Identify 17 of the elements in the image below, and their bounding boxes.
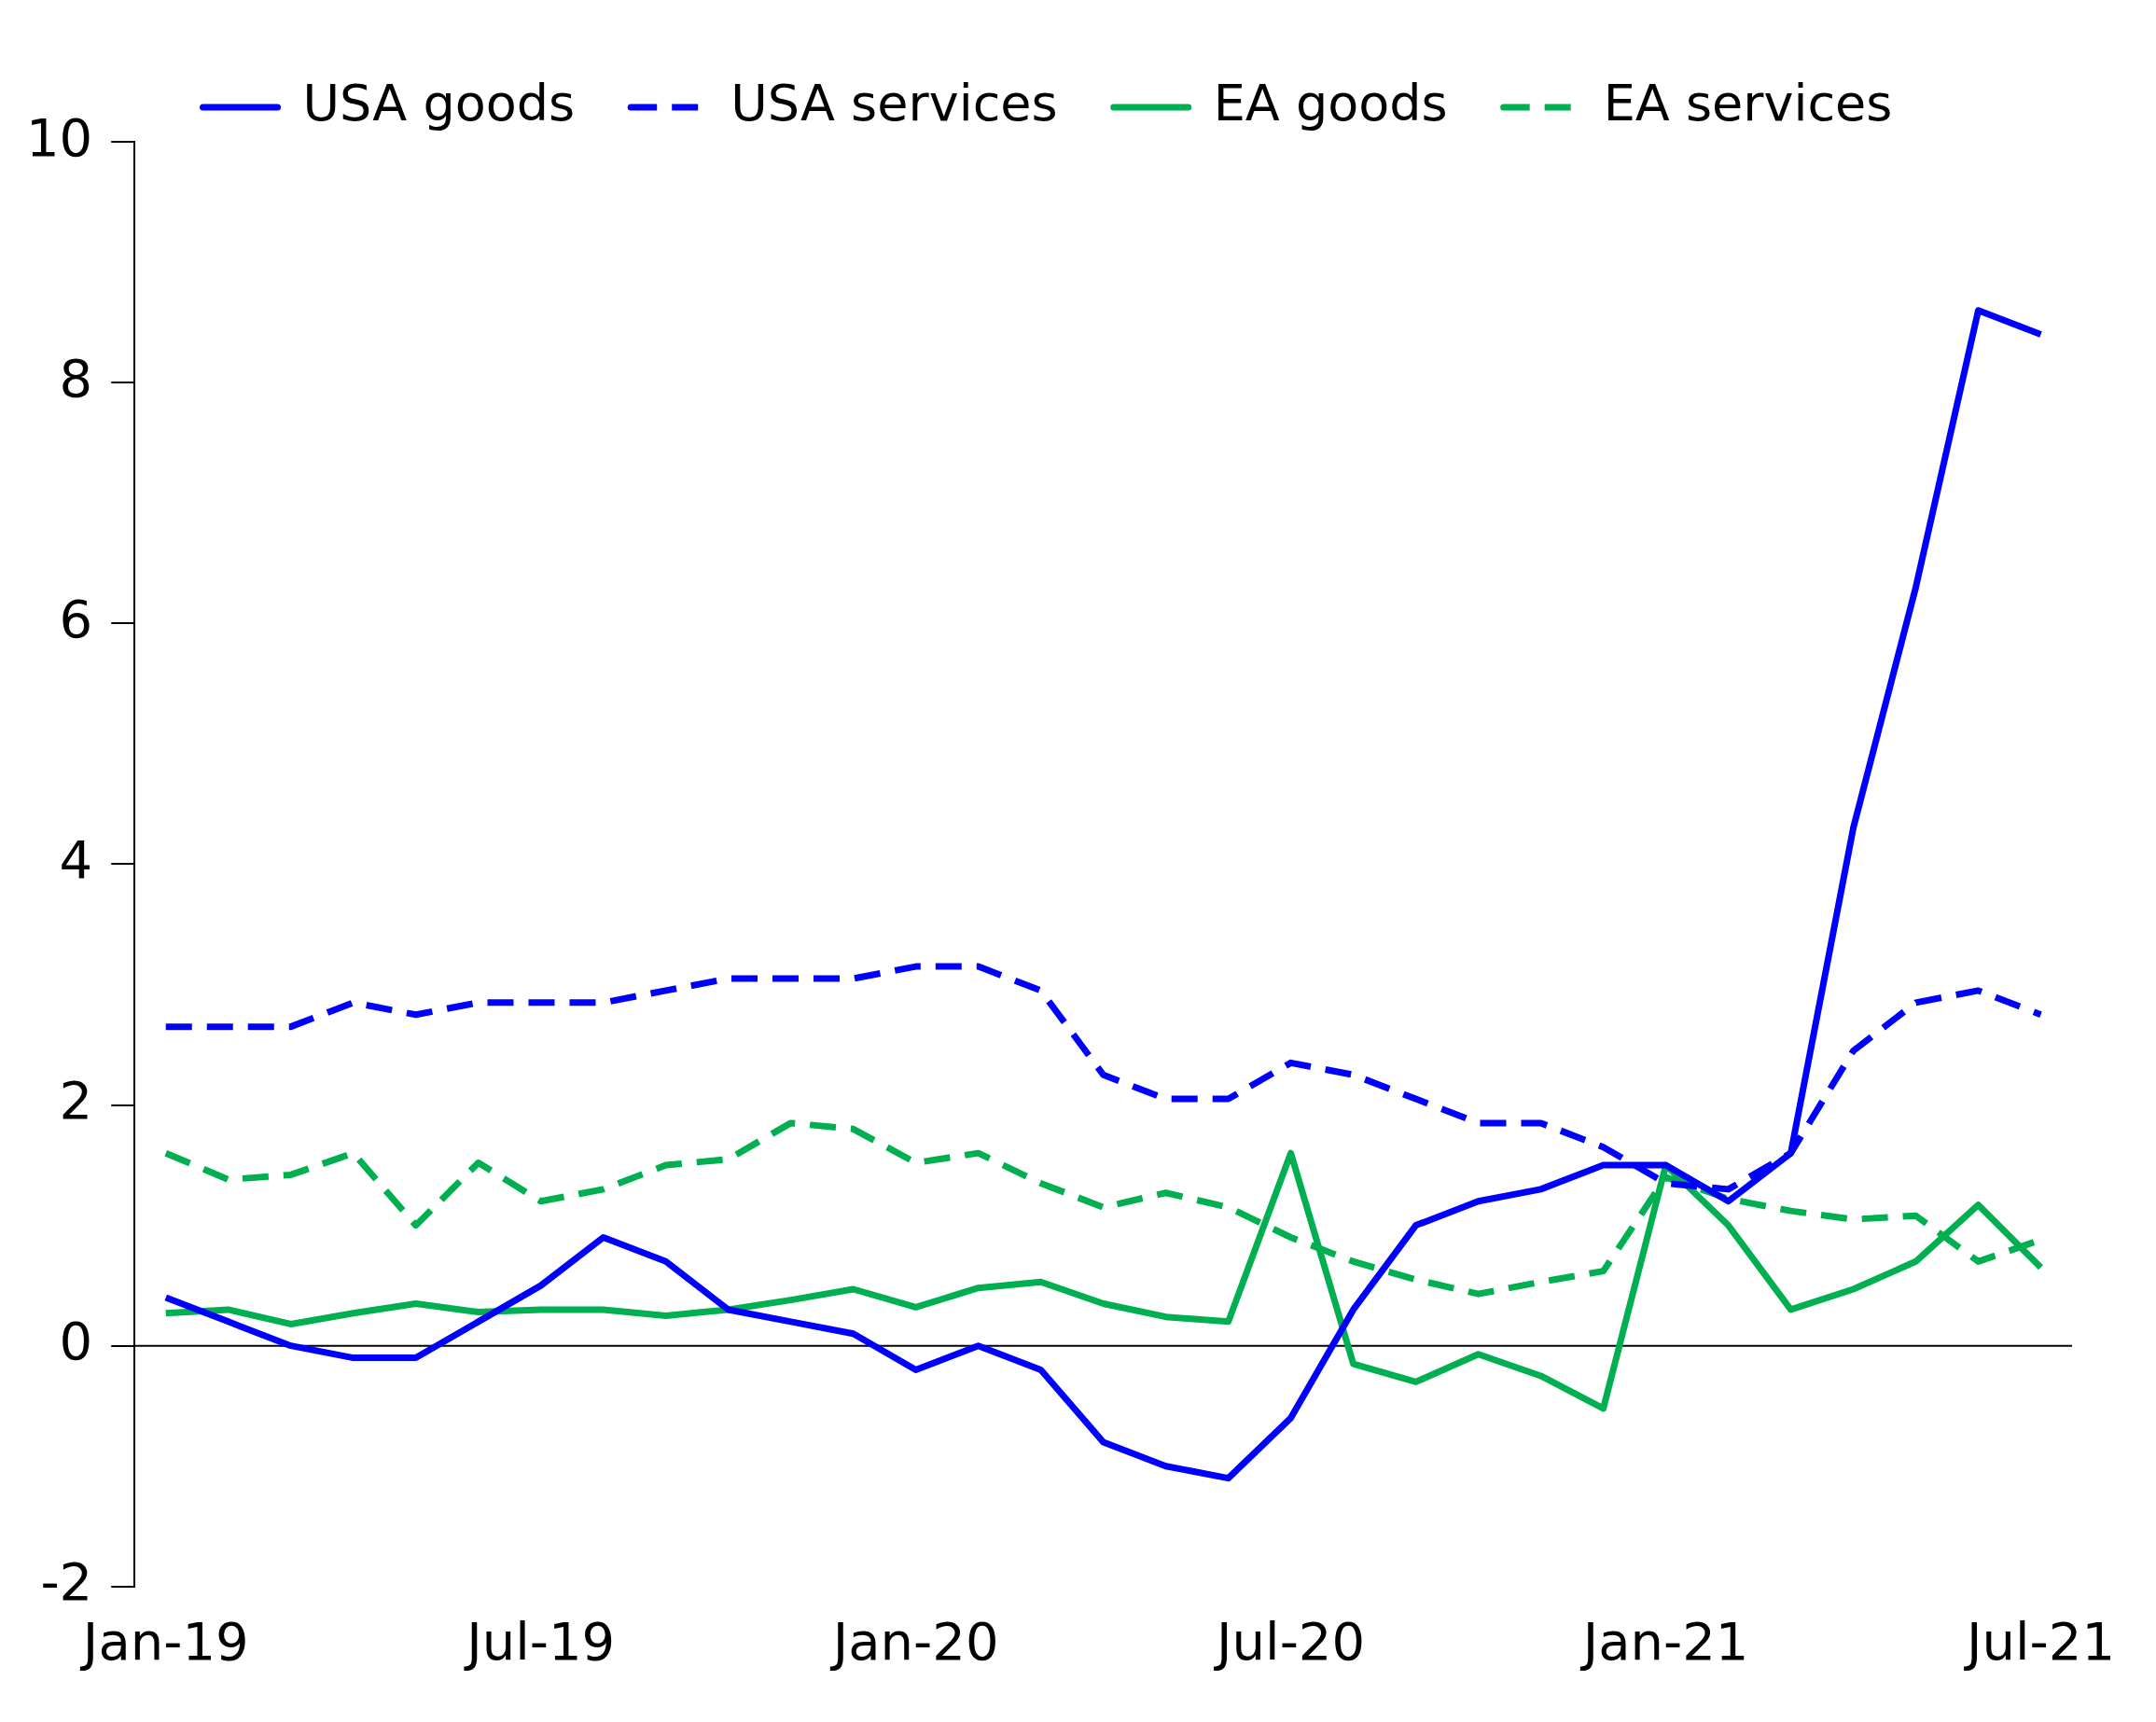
legend-label: EA services — [1603, 74, 1893, 133]
y-tick-label: 8 — [59, 347, 93, 409]
x-tick-label: Jan-19 — [79, 1610, 249, 1672]
x-tick-label: Jan-21 — [1579, 1610, 1749, 1672]
legend-label: EA goods — [1213, 74, 1448, 133]
x-tick-label: Jan-20 — [829, 1610, 999, 1672]
x-tick-label: Jul-19 — [464, 1610, 616, 1672]
y-tick-label: 6 — [59, 588, 93, 649]
y-tick-label: 0 — [59, 1311, 93, 1372]
y-tick-label: 2 — [59, 1070, 93, 1132]
x-tick-label: Jul-21 — [1964, 1610, 2116, 1672]
y-tick-label: -2 — [40, 1551, 93, 1613]
y-tick-label: 4 — [59, 828, 93, 890]
x-tick-label: Jul-20 — [1214, 1610, 1366, 1672]
legend-label: USA goods — [302, 74, 576, 133]
y-tick-label: 10 — [25, 106, 93, 168]
legend-label: USA services — [730, 74, 1058, 133]
